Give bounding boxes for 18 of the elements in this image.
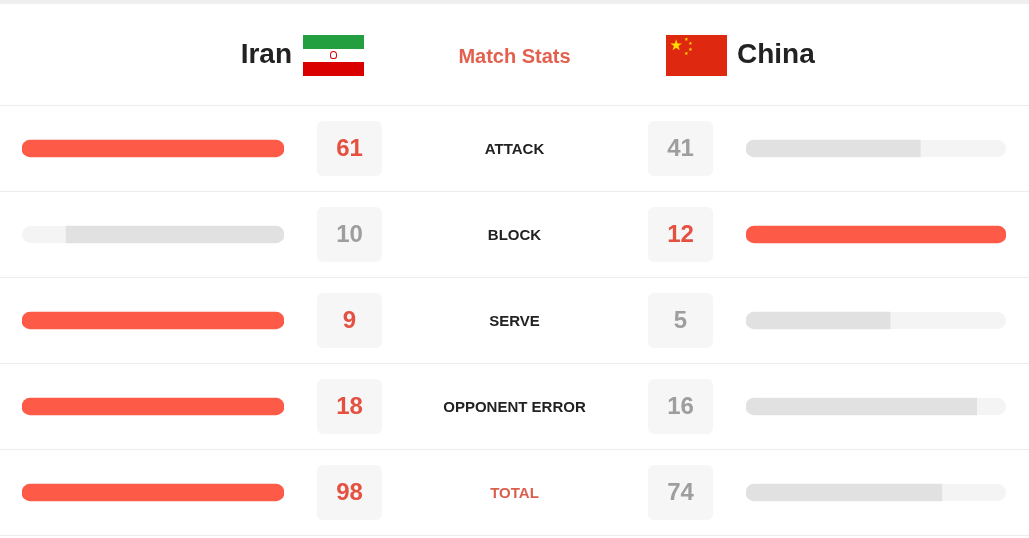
data-label: 10 xyxy=(336,220,363,248)
data-label: 98 xyxy=(336,478,363,506)
text: Match Stats xyxy=(458,45,571,67)
data-label: 5 xyxy=(673,306,688,334)
data-label: 74 xyxy=(667,478,695,506)
data-label: 16 xyxy=(667,392,694,420)
y-tick-label: SERVE xyxy=(488,311,541,330)
data-label: 12 xyxy=(667,220,694,248)
y-tick-label: OPPONENT ERROR xyxy=(442,397,587,416)
data-label: 61 xyxy=(336,134,363,162)
data-label: 18 xyxy=(336,392,363,420)
y-tick-label: TOTAL xyxy=(489,483,540,502)
data-label: 41 xyxy=(667,134,694,162)
y-tick-label: BLOCK xyxy=(486,225,543,244)
text: China xyxy=(737,37,815,71)
data-label: 9 xyxy=(342,306,357,334)
y-tick-label: ATTACK xyxy=(483,139,546,158)
legend-label: Iran xyxy=(240,37,292,71)
